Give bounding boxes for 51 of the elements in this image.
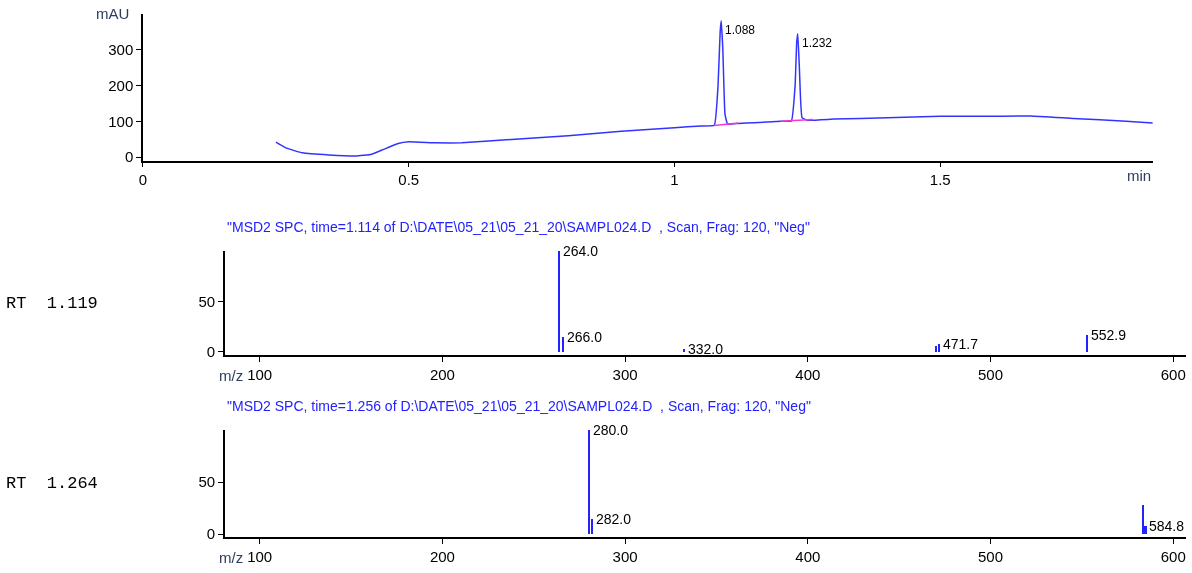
x-tick-label: 0.5 — [398, 171, 420, 189]
annotation: 282.0 — [596, 511, 632, 527]
text: RT 1.119 — [6, 294, 98, 313]
y-tick-label: 0 — [206, 525, 216, 543]
annotation: 584.8 — [1149, 518, 1185, 534]
bar — [561, 337, 564, 353]
x-axis-title: m/z — [219, 367, 244, 384]
x-axis-title: m/z — [219, 549, 244, 566]
line-series — [275, 20, 1153, 157]
x-tick-label: 300 — [612, 548, 638, 566]
y-axis-title: mAU — [96, 5, 130, 22]
text: RT 1.264 — [6, 474, 98, 493]
y-tick-label: 100 — [108, 112, 134, 130]
y-tick-label: 200 — [108, 76, 134, 94]
annotation: 264.0 — [563, 243, 599, 259]
x-tick-label: 300 — [612, 365, 638, 383]
bar — [1141, 504, 1144, 534]
annotation: 266.0 — [567, 329, 603, 345]
y-tick-label: 0 — [124, 148, 134, 166]
x-axis-title: min — [1127, 167, 1152, 184]
x-tick-label: 100 — [247, 365, 273, 383]
y-tick-label: 50 — [198, 473, 216, 491]
x-tick-label: 200 — [429, 365, 455, 383]
annotation: 471.7 — [943, 336, 979, 352]
bar — [682, 349, 685, 353]
x-tick-label: 400 — [795, 365, 821, 383]
annotation: 1.088 — [725, 23, 756, 37]
bar — [937, 344, 940, 353]
bar — [587, 429, 590, 534]
bar — [1085, 335, 1088, 353]
bar — [557, 251, 560, 353]
x-tick-label: 500 — [978, 548, 1004, 566]
y-tick-label: 300 — [108, 40, 134, 58]
x-tick-label: 600 — [1160, 365, 1186, 383]
annotation: 280.0 — [593, 422, 629, 438]
bar — [934, 346, 937, 353]
annotation: 552.9 — [1091, 327, 1127, 343]
annotation: 1.232 — [802, 36, 833, 50]
x-tick-label: 400 — [795, 548, 821, 566]
x-tick-label: 500 — [978, 365, 1004, 383]
annotation: 332.0 — [688, 341, 724, 357]
x-tick-label: 0 — [138, 171, 148, 189]
chart-title: "MSD2 SPC, time=1.114 of D:\DATE\05_21\05_21_20\SAMPL024.D , Scan, Frag: 120, "Neg" — [227, 219, 810, 235]
x-tick-label: 200 — [429, 548, 455, 566]
y-tick-label: 50 — [198, 292, 216, 310]
y-tick-label: 0 — [206, 343, 216, 361]
chart-title: "MSD2 SPC, time=1.256 of D:\DATE\05_21\05_21_20\SAMPL024.D , Scan, Frag: 120, "Neg" — [227, 398, 811, 414]
x-tick-label: 600 — [1160, 548, 1186, 566]
x-tick-label: 100 — [247, 548, 273, 566]
x-tick-label: 1.5 — [929, 171, 951, 189]
x-tick-label: 1 — [670, 171, 679, 189]
